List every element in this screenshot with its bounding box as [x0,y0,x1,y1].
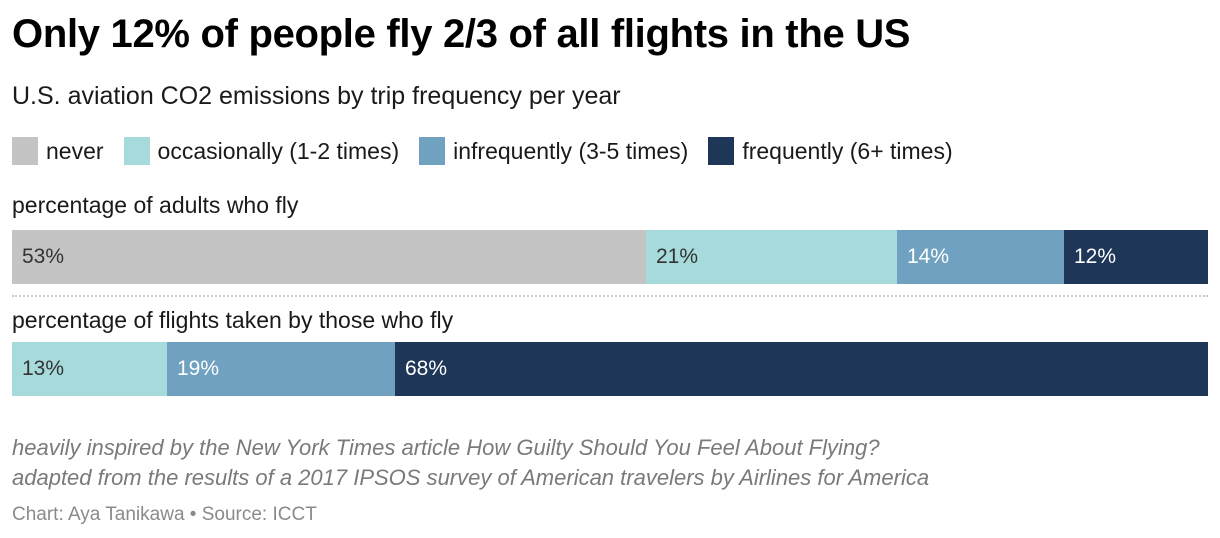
source-note-line-1: heavily inspired by the New York Times a… [12,435,880,460]
data-label-infrequently: 19% [177,357,220,380]
row-divider [12,295,1208,297]
data-label-infrequently: 14% [907,245,950,268]
chart-title: Only 12% of people fly 2/3 of all flight… [12,12,911,56]
chart-subtitle: U.S. aviation CO2 emissions by trip freq… [12,82,621,110]
legend-item-never: never [12,137,104,165]
legend-swatch-occasionally [123,137,150,165]
legend-item-infrequently: infrequently (3-5 times) [419,137,688,165]
legend-label-frequently: frequently (6+ times) [742,137,953,164]
bar-flights: 13% 19% 68% [12,342,1208,396]
bar-adults: 53% 21% 14% 12% [12,230,1208,284]
legend-item-frequently: frequently (6+ times) [708,137,953,165]
legend-swatch-infrequently [419,137,446,165]
bar-segment-infrequently: 19% [167,342,395,396]
legend-label-never: never [46,137,104,164]
bar-segment-frequently: 68% [395,342,1208,396]
legend-label-occasionally: occasionally (1-2 times) [157,137,400,164]
legend-swatch-never [12,137,38,165]
bar-segment-infrequently: 14% [897,230,1064,284]
chart-credit: Chart: Aya Tanikawa • Source: ICCT [12,504,317,525]
bar-segment-occasionally: 13% [12,342,167,396]
row-label-adults: percentage of adults who fly [12,192,299,218]
bar-segment-occasionally: 21% [646,230,897,284]
bar-segment-never: 53% [12,230,646,284]
legend-swatch-frequently [708,137,735,165]
data-label-frequently: 68% [405,357,448,380]
bar-segment-frequently: 12% [1064,230,1208,284]
data-label-occasionally: 13% [22,357,65,380]
data-label-occasionally: 21% [656,245,699,268]
source-note-line-2: adapted from the results of a 2017 IPSOS… [12,465,930,490]
data-label-never: 53% [22,245,65,268]
legend-item-occasionally: occasionally (1-2 times) [123,137,400,165]
legend: never occasionally (1-2 times) infrequen… [12,135,973,167]
row-label-flights: percentage of flights taken by those who… [12,307,454,333]
legend-label-infrequently: infrequently (3-5 times) [453,137,689,164]
data-label-frequently: 12% [1074,245,1117,268]
